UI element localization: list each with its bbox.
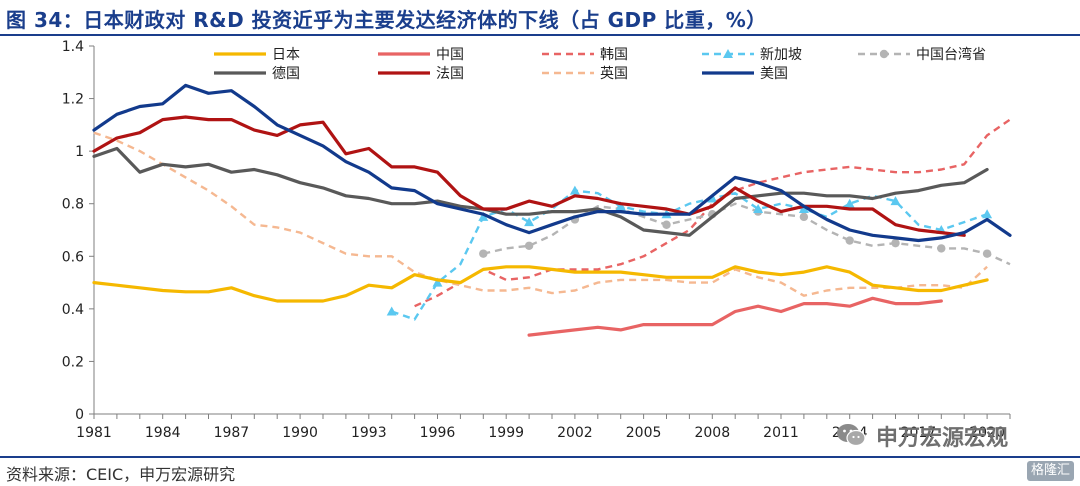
watermark: 申万宏源宏观 — [836, 418, 1074, 454]
legend-label: 法国 — [436, 66, 464, 82]
series-line — [483, 202, 1011, 266]
y-tick-label: 0.4 — [62, 302, 84, 318]
x-tick-label: 2011 — [763, 425, 799, 441]
data-point — [937, 244, 946, 253]
x-tick-label: 1999 — [488, 425, 524, 441]
y-tick-label: 0.6 — [62, 249, 84, 265]
legend-label: 新加坡 — [760, 47, 802, 63]
series-8 — [92, 83, 1012, 243]
x-tick-label: 1993 — [351, 425, 387, 441]
data-point — [707, 193, 718, 203]
series-line — [92, 115, 966, 237]
series-0 — [92, 265, 989, 303]
series-line — [92, 83, 1012, 243]
legend-label: 德国 — [272, 66, 300, 82]
line-chart: 0 0.2 0.4 0.6 0.8 1 1.2 1.4 1981 1984 1987 1990 1993… — [62, 39, 1012, 441]
source-note: 资料来源：CEIC，申万宏源研究 — [6, 465, 236, 484]
data-point — [569, 185, 580, 195]
data-point — [845, 236, 854, 245]
x-tick-label: 2002 — [557, 425, 593, 441]
data-point — [753, 203, 764, 213]
legend-label: 中国台湾省 — [916, 46, 986, 63]
watermark-text: 申万宏源宏观 — [876, 426, 1009, 451]
title-divider — [0, 34, 1080, 36]
chart-axes: 0 0.2 0.4 0.6 0.8 1 1.2 1.4 1981 1984 1987 1990 1993… — [62, 39, 1011, 441]
series-line — [527, 296, 943, 337]
data-point — [890, 196, 901, 206]
wechat-icon — [837, 424, 866, 447]
gelonghui-logo-icon: 格隆汇 — [1026, 461, 1074, 481]
series-5 — [92, 146, 989, 237]
y-tick-label: 0 — [75, 407, 84, 423]
series-1 — [527, 296, 943, 337]
legend-label: 中国 — [436, 47, 464, 63]
series-line — [414, 118, 1011, 308]
series-line — [93, 131, 988, 297]
y-tick-label: 1.2 — [62, 92, 84, 108]
x-tick-label: 1984 — [145, 425, 181, 441]
page-title: 图 34：日本财政对 R&D 投资近乎为主要发达经济体的下线（占 GDP 比重，… — [6, 8, 767, 32]
x-tick-label: 1996 — [420, 425, 456, 441]
footer-divider — [0, 456, 1080, 458]
x-tick-label: 1987 — [214, 425, 250, 441]
x-tick-label: 2017 — [901, 425, 937, 441]
series-6 — [92, 115, 966, 237]
legend-label: 美国 — [760, 66, 788, 82]
data-point — [844, 198, 855, 208]
x-tick-label: 1990 — [282, 425, 318, 441]
data-point — [524, 241, 534, 250]
data-point — [386, 306, 397, 316]
data-point — [982, 209, 993, 219]
series-line — [92, 146, 989, 237]
legend-item: 中国 — [378, 47, 464, 63]
data-point — [479, 249, 488, 258]
data-point — [799, 212, 809, 222]
y-tick-label: 0.2 — [62, 354, 84, 370]
legend-item: 法国 — [378, 66, 464, 82]
x-tick-label: 2008 — [694, 425, 730, 441]
data-point — [891, 238, 900, 248]
legend-item: 美国 — [702, 66, 788, 82]
data-point — [432, 277, 443, 287]
series-7 — [93, 131, 988, 297]
x-tick-label: 1981 — [76, 425, 112, 441]
legend-item: 韩国 — [542, 47, 628, 63]
legend-item: 日本 — [214, 47, 300, 63]
x-tick-label: 2020 — [969, 425, 1005, 441]
y-tick-label: 1 — [75, 144, 84, 160]
legend-marker — [879, 49, 889, 59]
series-line — [391, 189, 988, 321]
data-point — [798, 203, 809, 213]
legend-item: 中国台湾省 — [858, 46, 986, 63]
y-tick-label: 0.8 — [62, 197, 84, 213]
legend-item: 新加坡 — [702, 47, 802, 63]
legend-marker — [723, 49, 733, 58]
legend-item: 德国 — [214, 66, 300, 82]
data-point — [478, 211, 489, 221]
y-tick-label: 1.4 — [62, 39, 84, 55]
x-tick-label: 2005 — [626, 425, 662, 441]
series-2 — [414, 118, 1011, 308]
data-point — [615, 201, 626, 211]
data-point — [982, 249, 992, 258]
series-line — [92, 265, 989, 303]
legend-label: 韩国 — [600, 47, 628, 63]
data-point — [662, 220, 671, 229]
data-point — [524, 217, 535, 227]
legend-label: 英国 — [600, 65, 628, 82]
legend-label: 日本 — [272, 47, 300, 63]
legend-item: 英国 — [542, 65, 628, 82]
chart-series — [92, 83, 1012, 337]
